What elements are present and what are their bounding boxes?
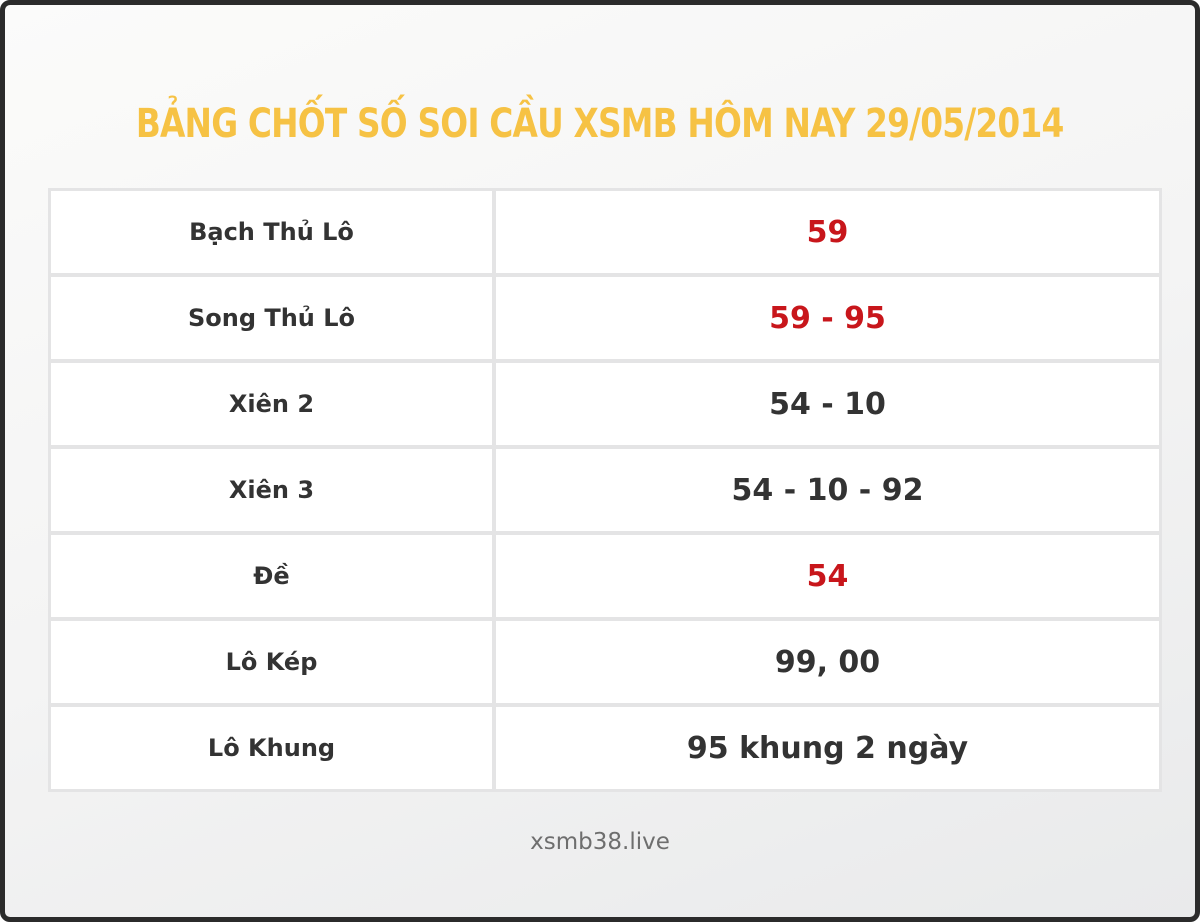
table-row: Xiên 2 54 - 10 — [51, 363, 1159, 445]
table-row: Xiên 3 54 - 10 - 92 — [51, 449, 1159, 531]
page-title: BẢNG CHỐT SỐ SOI CẦU XSMB HÔM NAY 29/05/… — [5, 101, 1195, 147]
row-value: 54 — [496, 535, 1159, 617]
row-label: Xiên 3 — [51, 449, 492, 531]
table-row: Song Thủ Lô 59 - 95 — [51, 277, 1159, 359]
row-label: Lô Khung — [51, 707, 492, 789]
page-title-text: BẢNG CHỐT SỐ SOI CẦU XSMB HÔM NAY 29/05/… — [136, 101, 1064, 147]
site-watermark: xsmb38.live — [530, 829, 670, 855]
row-value: 95 khung 2 ngày — [496, 707, 1159, 789]
table-row: Lô Kép 99, 00 — [51, 621, 1159, 703]
table-row: Bạch Thủ Lô 59 — [51, 191, 1159, 273]
row-value: 54 - 10 - 92 — [496, 449, 1159, 531]
row-label: Bạch Thủ Lô — [51, 191, 492, 273]
row-value: 59 — [496, 191, 1159, 273]
row-label: Song Thủ Lô — [51, 277, 492, 359]
row-label: Xiên 2 — [51, 363, 492, 445]
row-label: Lô Kép — [51, 621, 492, 703]
table-row: Đề 54 — [51, 535, 1159, 617]
table-row: Lô Khung 95 khung 2 ngày — [51, 707, 1159, 789]
row-value: 54 - 10 — [496, 363, 1159, 445]
row-value: 59 - 95 — [496, 277, 1159, 359]
prediction-table: Bạch Thủ Lô 59 Song Thủ Lô 59 - 95 Xiên … — [48, 188, 1162, 792]
row-label: Đề — [51, 535, 492, 617]
row-value: 99, 00 — [496, 621, 1159, 703]
